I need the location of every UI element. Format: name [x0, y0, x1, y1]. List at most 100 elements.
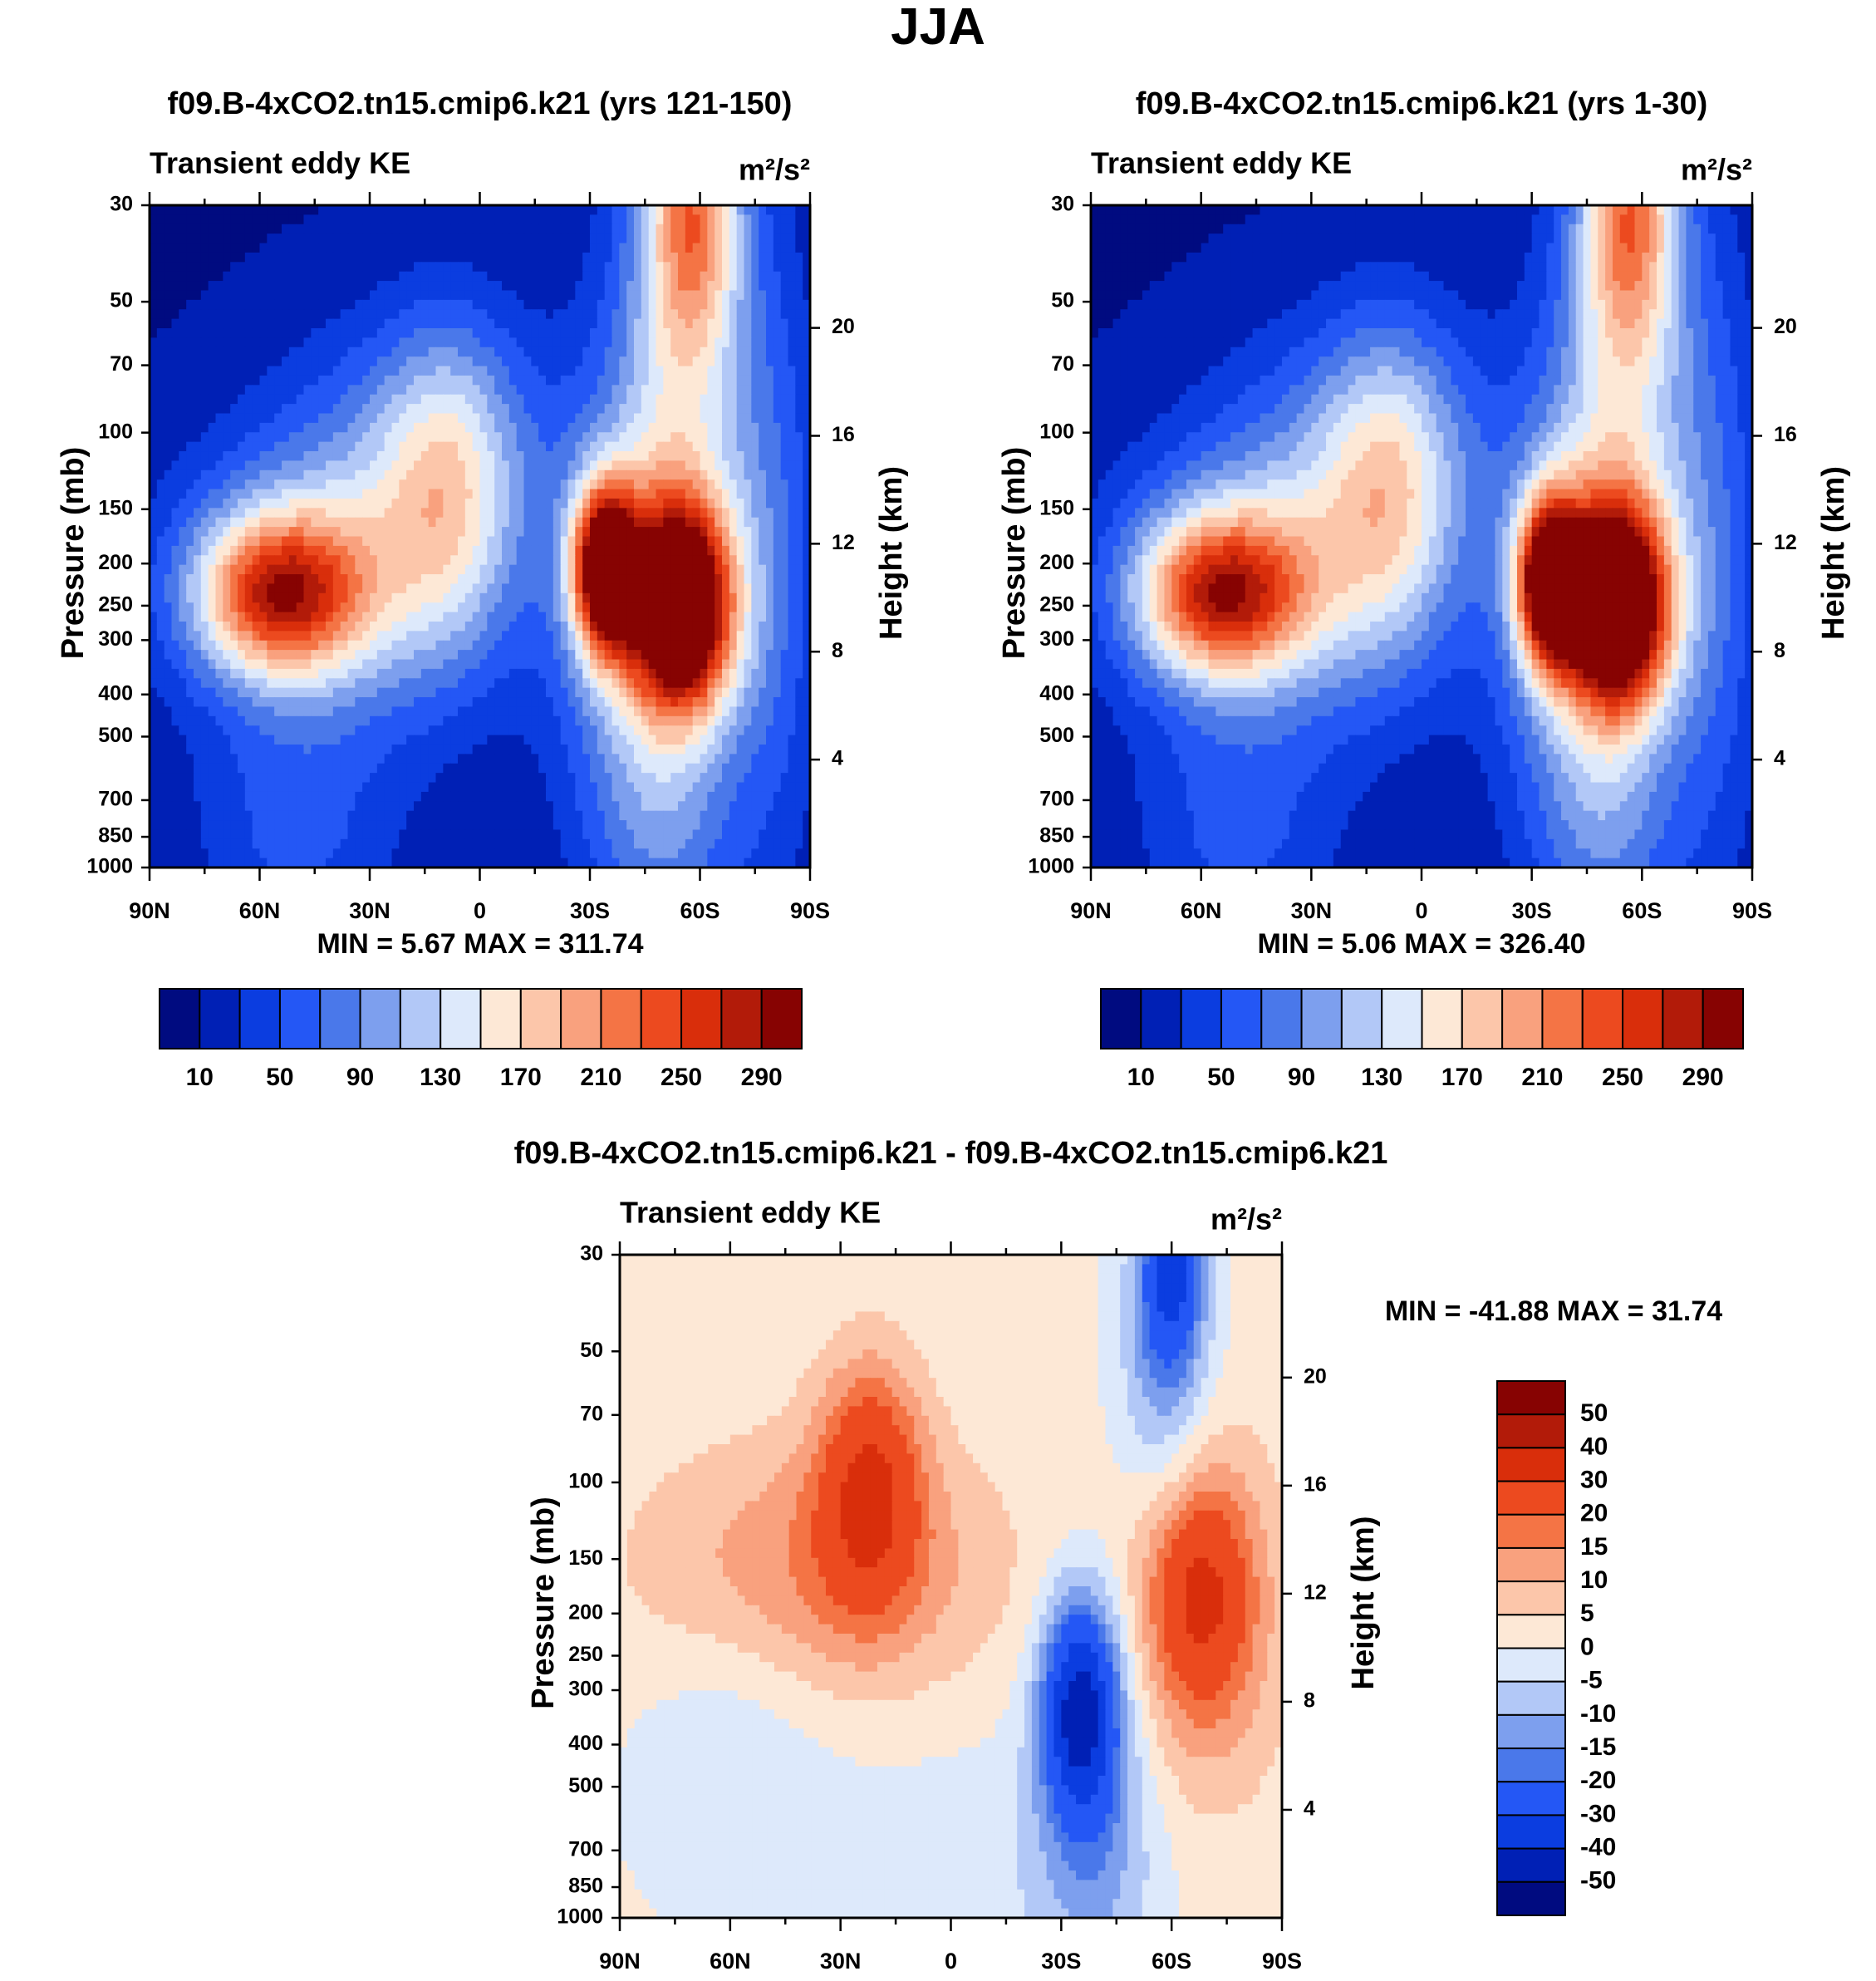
contour-cell	[670, 214, 678, 224]
contour-cell	[553, 385, 561, 395]
contour-cell	[326, 300, 333, 310]
contour-cell	[590, 376, 597, 386]
contour-cell	[744, 290, 752, 300]
contour-cell	[289, 290, 297, 300]
contour-cell	[333, 253, 341, 263]
contour-cell	[399, 309, 406, 319]
contour-cell	[377, 337, 385, 347]
contour-cell	[179, 395, 186, 405]
contour-cell	[487, 205, 494, 215]
contour-cell	[186, 395, 194, 405]
contour-cell	[663, 205, 670, 215]
contour-cell	[715, 347, 722, 357]
contour-cell	[553, 253, 561, 263]
contour-cell	[370, 347, 377, 357]
contour-cell	[377, 224, 385, 234]
contour-cell	[253, 224, 260, 234]
contour-cell	[524, 356, 532, 366]
contour-cell	[729, 262, 737, 272]
contour-cell	[238, 385, 245, 395]
contour-cell	[201, 205, 209, 215]
contour-cell	[436, 356, 444, 366]
contour-cell	[744, 214, 752, 224]
contour-cell	[289, 262, 297, 272]
contour-cell	[619, 243, 626, 253]
contour-cell	[267, 328, 274, 338]
contour-cell	[649, 290, 656, 300]
contour-cell	[304, 253, 312, 263]
contour-cell	[546, 262, 553, 272]
contour-cell	[480, 214, 488, 224]
contour-cell	[201, 262, 209, 272]
contour-cell	[450, 253, 458, 263]
contour-cell	[443, 262, 450, 272]
contour-cell	[524, 385, 532, 395]
contour-cell	[729, 337, 737, 347]
contour-cell	[157, 233, 165, 243]
contour-cell	[744, 233, 752, 243]
contour-cell	[362, 347, 370, 357]
contour-cell	[634, 337, 641, 347]
contour-cell	[311, 376, 318, 386]
contour-cell	[605, 290, 612, 300]
contour-cell	[722, 224, 729, 234]
contour-cell	[245, 253, 253, 263]
contour-cell	[385, 319, 392, 329]
contour-cell	[597, 205, 605, 215]
contour-cell	[670, 253, 678, 263]
contour-cell	[685, 290, 693, 300]
contour-cell	[546, 233, 553, 243]
contour-cell	[179, 262, 186, 272]
contour-cell	[209, 366, 216, 376]
contour-cell	[333, 290, 341, 300]
contour-cell	[561, 281, 568, 291]
contour-cell	[253, 290, 260, 300]
contour-cell	[634, 309, 641, 319]
contour-cell	[693, 356, 700, 366]
contour-cell	[729, 300, 737, 310]
contour-cell	[494, 385, 502, 395]
contour-cell	[649, 214, 656, 224]
contour-cell	[458, 337, 465, 347]
contour-cell	[582, 376, 590, 386]
contour-cell	[524, 395, 532, 405]
contour-cell	[575, 309, 582, 319]
contour-cell	[450, 319, 458, 329]
contour-cell	[267, 337, 274, 347]
contour-cell	[582, 319, 590, 329]
contour-cell	[399, 243, 406, 253]
contour-cell	[157, 205, 165, 215]
contour-cell	[209, 328, 216, 338]
contour-cell	[517, 290, 524, 300]
contour-cell	[429, 243, 436, 253]
contour-cell	[494, 404, 502, 414]
contour-cell	[348, 309, 356, 319]
contour-cell	[546, 243, 553, 253]
contour-cell	[561, 337, 568, 347]
contour-cell	[311, 290, 318, 300]
contour-cell	[641, 224, 649, 234]
contour-cell	[392, 233, 400, 243]
contour-cell	[194, 404, 201, 414]
contour-cell	[274, 337, 282, 347]
contour-cell	[575, 319, 582, 329]
contour-cell	[781, 214, 788, 224]
contour-cell	[590, 395, 597, 405]
contour-cell	[605, 395, 612, 405]
contour-cell	[385, 404, 392, 414]
contour-cell	[597, 395, 605, 405]
contour-cell	[223, 300, 230, 310]
contour-cell	[597, 253, 605, 263]
contour-cell	[429, 328, 436, 338]
contour-cell	[223, 272, 230, 282]
contour-cell	[715, 319, 722, 329]
contour-cell	[634, 347, 641, 357]
contour-cell	[385, 385, 392, 395]
contour-cell	[436, 319, 444, 329]
contour-cell	[289, 356, 297, 366]
contour-cell	[165, 290, 172, 300]
figure-canvas: 90N 60N 30N 0 30S 60S 90S305070100150200250300…	[0, 0, 1876, 1981]
contour-cell	[355, 319, 362, 329]
contour-cell	[744, 337, 752, 347]
contour-cell	[289, 319, 297, 329]
